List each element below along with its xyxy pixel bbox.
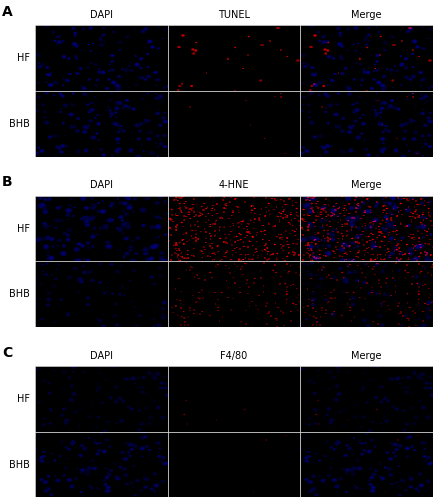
Text: TUNEL: TUNEL: [218, 10, 250, 20]
Text: HF: HF: [17, 224, 30, 234]
Text: HF: HF: [17, 54, 30, 64]
Text: C: C: [2, 346, 12, 360]
Text: DAPI: DAPI: [90, 180, 113, 190]
Text: BHB: BHB: [9, 460, 30, 469]
Text: Merge: Merge: [351, 350, 382, 360]
Text: F4/80: F4/80: [220, 350, 247, 360]
Text: BHB: BHB: [9, 119, 30, 129]
Text: Merge: Merge: [351, 10, 382, 20]
Text: 4-HNE: 4-HNE: [218, 180, 249, 190]
Text: BHB: BHB: [9, 290, 30, 300]
Text: Merge: Merge: [351, 180, 382, 190]
Text: HF: HF: [17, 394, 30, 404]
Text: A: A: [2, 5, 13, 19]
Text: B: B: [2, 176, 13, 190]
Text: DAPI: DAPI: [90, 10, 113, 20]
Text: DAPI: DAPI: [90, 350, 113, 360]
